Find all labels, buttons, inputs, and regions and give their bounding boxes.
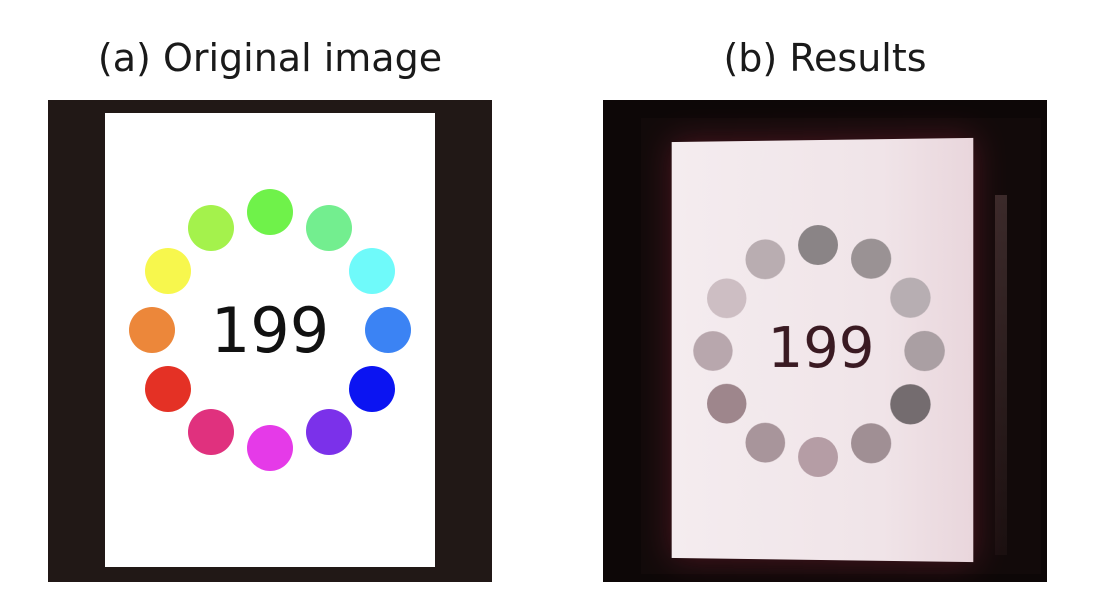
result-dot-7 (798, 436, 838, 478)
color-dot-10 (129, 307, 175, 353)
result-dot-1 (798, 224, 838, 266)
original-image-panel: 199 (48, 100, 492, 582)
color-dot-4 (365, 307, 411, 353)
result-dot-11 (707, 278, 747, 319)
color-dot-3 (349, 248, 396, 294)
color-dot-7 (247, 425, 293, 471)
panel-a-title: (a) Original image (97, 36, 443, 80)
result-dot-2 (851, 238, 892, 280)
results-display-sheet: 199 (671, 137, 974, 563)
panel-b-title: (b) Results (723, 36, 927, 80)
color-dot-2 (306, 204, 352, 251)
result-dot-8 (745, 422, 786, 463)
result-dot-3 (890, 277, 931, 318)
result-dot-6 (851, 422, 892, 464)
original-display-sheet: 199 (105, 113, 435, 567)
color-dot-9 (144, 366, 191, 412)
results-image-panel: 199 (603, 100, 1047, 582)
result-dot-12 (745, 239, 786, 280)
color-dot-8 (188, 409, 234, 456)
original-number: 199 (210, 294, 330, 367)
results-edge-strip (995, 195, 1007, 555)
color-dot-11 (144, 248, 191, 294)
result-dot-9 (707, 383, 747, 424)
color-dot-12 (188, 204, 234, 251)
color-dot-1 (247, 189, 293, 235)
result-dot-5 (890, 384, 931, 425)
result-dot-4 (904, 330, 945, 372)
color-dot-6 (306, 409, 352, 456)
color-dot-5 (349, 366, 396, 412)
result-dot-10 (693, 331, 733, 371)
